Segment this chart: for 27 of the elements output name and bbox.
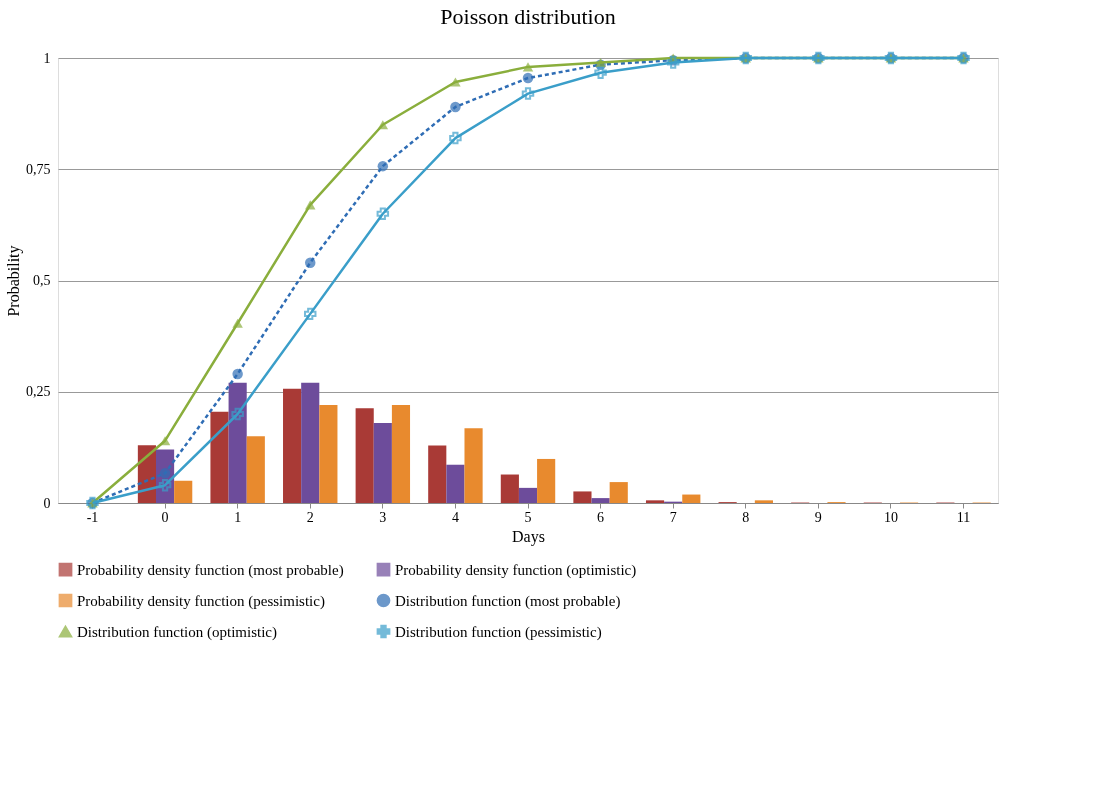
y-tick-label: 0,25 bbox=[26, 384, 51, 400]
x-tick-label: 6 bbox=[597, 509, 605, 525]
chart-title: Poisson distribution bbox=[440, 3, 616, 29]
y-tick-label: 1 bbox=[43, 50, 51, 66]
x-tick-label: 7 bbox=[669, 509, 677, 525]
legend-label: Distribution function (pessimistic) bbox=[395, 623, 602, 641]
legend-label: Probability density function (optimistic) bbox=[395, 561, 637, 579]
x-tick-label: 1 bbox=[234, 509, 242, 525]
x-tick-label: 10 bbox=[883, 509, 898, 525]
x-tick-label: 2 bbox=[306, 509, 314, 525]
legend-label: Distribution function (optimistic) bbox=[77, 623, 277, 641]
legend-label: Distribution function (most probable) bbox=[395, 592, 621, 610]
legend-label: Probability density function (pessimistic) bbox=[77, 592, 325, 610]
y-tick-label: 0,75 bbox=[26, 161, 51, 177]
y-tick-label: 0,5 bbox=[33, 273, 51, 288]
x-tick-label: 9 bbox=[814, 509, 822, 525]
x-tick-label: 3 bbox=[379, 509, 387, 525]
x-tick-label: 11 bbox=[956, 509, 971, 525]
y-axis-title: Probability bbox=[5, 245, 23, 317]
x-tick-label: -1 bbox=[86, 509, 99, 525]
x-tick-label: 5 bbox=[524, 509, 532, 525]
x-tick-label: 8 bbox=[742, 509, 750, 525]
y-tick-label: 0 bbox=[43, 495, 51, 511]
legend-label: Probability density function (most probable) bbox=[77, 561, 344, 579]
x-tick-label: 0 bbox=[161, 509, 169, 525]
x-axis-title: Days bbox=[512, 527, 545, 546]
x-tick-label: 4 bbox=[451, 509, 459, 525]
